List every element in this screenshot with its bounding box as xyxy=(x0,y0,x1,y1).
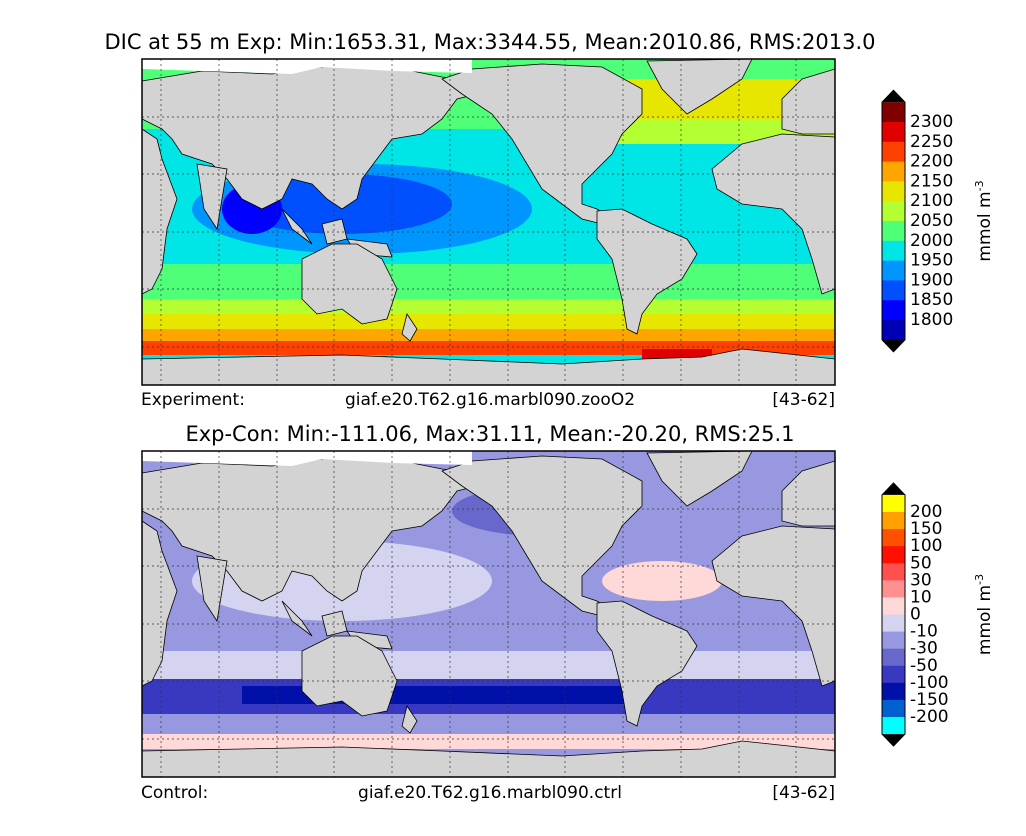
colorbar-box xyxy=(882,122,905,143)
colorbar-label: -30 xyxy=(910,639,938,659)
colorbar-box xyxy=(882,529,905,547)
unit-text: mmol m xyxy=(975,585,995,655)
colorbar-label: -200 xyxy=(910,707,949,727)
colorbar-box xyxy=(882,717,905,735)
colorbar-label: -150 xyxy=(910,690,949,710)
colorbar-label: -100 xyxy=(910,673,949,693)
colorbar-box xyxy=(882,682,905,701)
colorbar-box xyxy=(882,512,905,530)
colorbar-box xyxy=(882,161,905,182)
footer-label: Experiment: xyxy=(141,390,245,410)
colorbar-label: 2100 xyxy=(910,191,953,211)
colorbar-box xyxy=(882,300,905,321)
colorbar-label: 50 xyxy=(910,553,932,573)
colorbar-box xyxy=(882,221,905,242)
colorbar-box xyxy=(882,141,905,163)
unit-exponent: -3 xyxy=(973,180,986,191)
colorbar-extend xyxy=(882,339,905,352)
colorbar-label: 2150 xyxy=(910,171,953,191)
unit-text: mmol m xyxy=(975,191,995,261)
colorbar-label: 1850 xyxy=(910,290,953,310)
colorbar-box xyxy=(882,699,905,718)
colorbar-box xyxy=(882,665,905,684)
map xyxy=(141,450,836,778)
footer-case: giaf.e20.T62.g16.marbl090.zooO2 xyxy=(345,390,635,410)
colorbar-box xyxy=(882,201,905,222)
footer-case: giaf.e20.T62.g16.marbl090.ctrl xyxy=(358,783,622,803)
footer-years: [43-62] xyxy=(772,390,835,410)
colorbar-label: -50 xyxy=(910,656,938,676)
colorbar-label: 2000 xyxy=(910,231,953,251)
footer-years: [43-62] xyxy=(772,783,835,803)
colorbar-extend xyxy=(882,734,905,747)
colorbar-label: 1800 xyxy=(910,310,953,330)
colorbar-outline xyxy=(881,482,906,747)
map xyxy=(141,58,836,386)
colorbar-label: 1900 xyxy=(910,270,953,290)
colorbar-box xyxy=(882,320,905,341)
colorbar-label: -10 xyxy=(910,622,938,642)
colorbar-box xyxy=(882,240,905,262)
colorbar-label: 100 xyxy=(910,536,942,556)
colorbar-box xyxy=(882,648,905,667)
colorbar-box xyxy=(882,280,905,301)
colorbar-box xyxy=(882,597,905,615)
colorbar-extend xyxy=(882,90,905,103)
colorbar-outline xyxy=(881,89,906,353)
colorbar-box xyxy=(882,614,905,633)
colorbar-label: 150 xyxy=(910,519,942,539)
panel-title: Exp-Con: Min:-111.06, Max:31.11, Mean:-2… xyxy=(185,422,794,446)
colorbar-box xyxy=(882,631,905,650)
colorbar-box xyxy=(882,563,905,581)
colorbar-box xyxy=(882,580,905,598)
colorbar-box xyxy=(882,260,905,281)
colorbar-extend xyxy=(882,482,905,495)
footer-label: Control: xyxy=(141,783,208,803)
colorbar-label: 2300 xyxy=(910,112,953,132)
colorbar-box xyxy=(882,494,905,513)
colorbar-label: 30 xyxy=(910,570,932,590)
colorbar-label: 2250 xyxy=(910,132,953,152)
colorbar-unit: mmol m-3 xyxy=(973,574,995,655)
unit-exponent: -3 xyxy=(973,574,986,585)
colorbar-label: 200 xyxy=(910,502,942,522)
panel-title: DIC at 55 m Exp: Min:1653.31, Max:3344.5… xyxy=(104,30,875,54)
colorbar-box xyxy=(882,181,905,202)
colorbar-unit: mmol m-3 xyxy=(973,180,995,261)
colorbar-label: 0 xyxy=(910,605,921,625)
colorbar-label: 2200 xyxy=(910,152,953,172)
colorbar-label: 1950 xyxy=(910,251,953,271)
colorbar-box xyxy=(882,546,905,564)
colorbar-label: 2050 xyxy=(910,211,953,231)
colorbar-label: 10 xyxy=(910,587,932,607)
colorbar-box xyxy=(882,102,905,123)
